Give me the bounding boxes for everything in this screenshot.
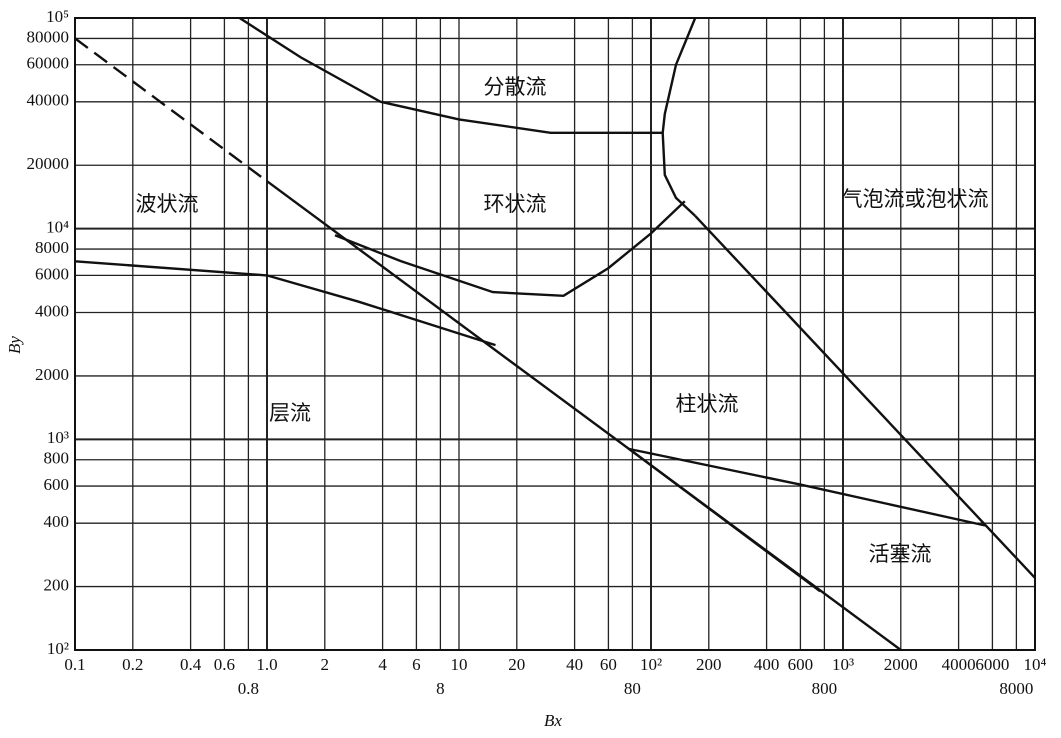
boundary-line [628, 447, 986, 527]
region-label: 环状流 [484, 192, 547, 216]
x-tick-label: 40 [566, 655, 583, 674]
x-tick-label: 0.8 [238, 679, 259, 698]
x-tick-label: 4 [378, 655, 387, 674]
y-tick-label: 2000 [35, 365, 69, 384]
y-tick-label: 60000 [27, 54, 70, 73]
x-tick-label: 200 [696, 655, 722, 674]
x-tick-label: 600 [788, 655, 814, 674]
x-tick-label: 6000 [975, 655, 1009, 674]
x-tick-label: 20 [508, 655, 525, 674]
x-tick-label: 10⁴ [1024, 655, 1047, 674]
region-label: 气泡流或泡状流 [842, 187, 989, 211]
region-label: 波状流 [136, 192, 199, 216]
region-label: 层流 [269, 401, 311, 425]
x-tick-label: 0.1 [64, 655, 85, 674]
region-label: 柱状流 [676, 392, 739, 416]
boundary-line [334, 200, 686, 298]
y-tick-label: 600 [44, 475, 70, 494]
x-tick-label: 10³ [832, 655, 854, 674]
x-tick-label: 0.2 [122, 655, 143, 674]
x-tick-label: 10 [451, 655, 468, 674]
region-label: 活塞流 [869, 542, 932, 566]
x-tick-label: 1.0 [256, 655, 277, 674]
x-tick-label: 400 [754, 655, 780, 674]
x-tick-label: 2000 [884, 655, 918, 674]
x-tick-label: 0.4 [180, 655, 202, 674]
y-tick-label: 8000 [35, 238, 69, 257]
y-tick-label: 200 [44, 575, 70, 594]
plot-frame [74, 17, 1036, 651]
x-tick-label: 60 [600, 655, 617, 674]
x-tick-label: 10² [640, 655, 662, 674]
boundary-line [74, 260, 496, 347]
y-tick-label: 10² [47, 639, 69, 658]
x-tick-label: 8000 [999, 679, 1033, 698]
x-tick-label: 80 [624, 679, 641, 698]
y-tick-label: 10⁴ [46, 218, 69, 237]
y-tick-label: 10³ [47, 428, 69, 447]
boundary-line [74, 37, 268, 183]
y-tick-label: 400 [44, 512, 70, 531]
boundary-line [628, 448, 821, 593]
y-tick-label: 80000 [27, 27, 70, 46]
x-tick-label: 4000 [942, 655, 976, 674]
x-tick-label: 8 [436, 679, 445, 698]
x-tick-label: 800 [812, 679, 838, 698]
y-axis-label: By [5, 336, 24, 354]
x-axis-label: Bx [544, 711, 562, 730]
boundary-line [661, 17, 697, 217]
x-tick-label: 2 [321, 655, 330, 674]
x-tick-label: 6 [412, 655, 421, 674]
y-tick-label: 800 [44, 449, 70, 468]
x-tick-label: 0.6 [214, 655, 235, 674]
y-tick-label: 20000 [27, 154, 70, 173]
boundary-line [238, 16, 663, 134]
y-tick-label: 4000 [35, 301, 69, 320]
region-label: 分散流 [484, 75, 547, 99]
y-tick-label: 40000 [27, 91, 70, 110]
boundary-line [694, 215, 1036, 579]
y-tick-label: 6000 [35, 264, 69, 283]
y-tick-label: 10⁵ [46, 7, 69, 26]
